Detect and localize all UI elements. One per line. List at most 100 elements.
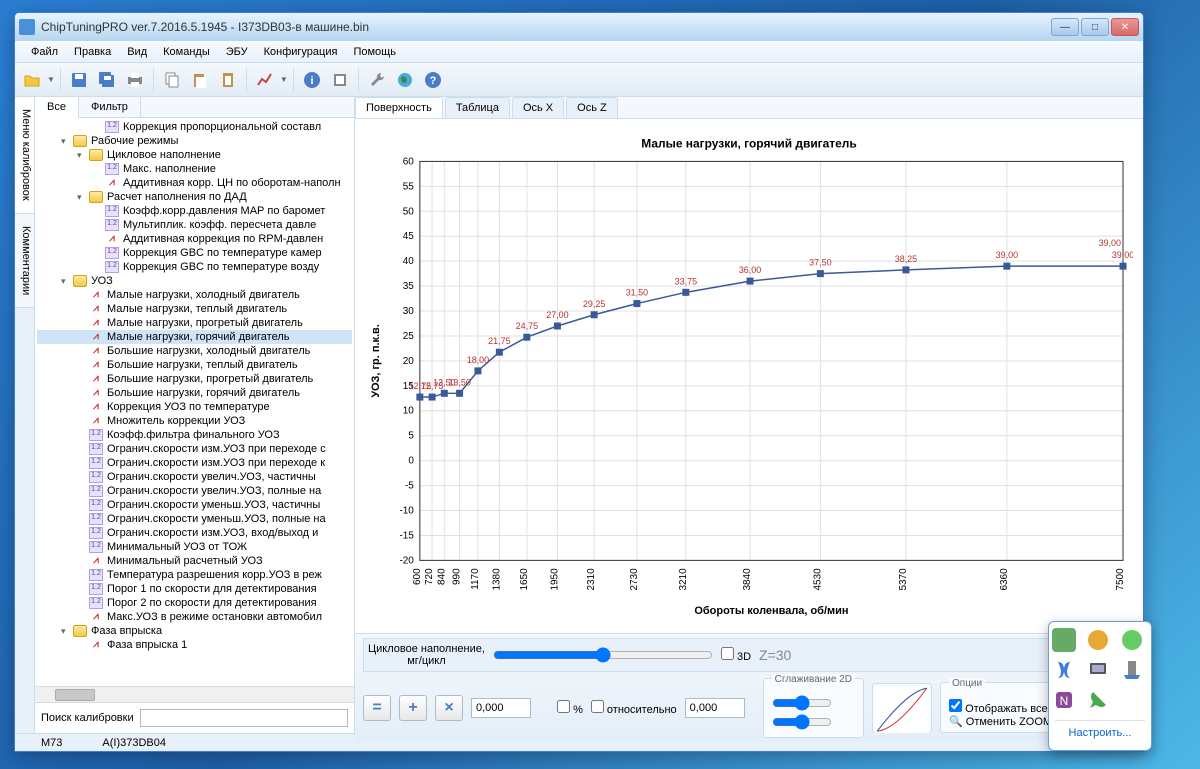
tree-item[interactable]: 1.2Огранич.скорости уменьш.УОЗ, частичны xyxy=(37,498,352,512)
tree-item[interactable]: ⩘Большие нагрузки, холодный двигатель xyxy=(37,344,352,358)
maximize-button[interactable]: □ xyxy=(1081,18,1109,36)
main-tab[interactable]: Ось Z xyxy=(566,97,618,118)
menu-Вид[interactable]: Вид xyxy=(119,43,155,61)
tree-item[interactable]: ▾Расчет наполнения по ДАД xyxy=(37,190,352,204)
open-button[interactable] xyxy=(19,67,45,93)
tree-item[interactable]: 1.2Коррекция пропорциональной составл xyxy=(37,120,352,134)
tree-item[interactable]: ▾Фаза впрыска xyxy=(37,624,352,638)
info-button[interactable]: i xyxy=(299,67,325,93)
tool-button[interactable] xyxy=(327,67,353,93)
svg-text:39,00: 39,00 xyxy=(1099,238,1121,248)
tree-item[interactable]: ⩘Малые нагрузки, прогретый двигатель xyxy=(37,316,352,330)
tray-configure-link[interactable]: Настроить... xyxy=(1055,720,1145,739)
menu-Конфигурация[interactable]: Конфигурация xyxy=(256,43,346,61)
tree-item[interactable]: 1.2Коррекция GBC по температуре камер xyxy=(37,246,352,260)
help-button[interactable]: ? xyxy=(420,67,446,93)
hscroll-thumb[interactable] xyxy=(55,689,95,701)
tree-item[interactable]: 1.2Огранич.скорости увелич.УОЗ, полные н… xyxy=(37,484,352,498)
tree-item[interactable]: 1.2Огранич.скорости уменьш.УОЗ, полные н… xyxy=(37,512,352,526)
smooth-slider-2[interactable] xyxy=(772,714,832,730)
tree-item[interactable]: ⩘Малые нагрузки, горячий двигатель xyxy=(37,330,352,344)
tree-item[interactable]: ⩘Аддитивная коррекция по RPM-давлен xyxy=(37,232,352,246)
tree-item[interactable]: 1.2Коррекция GBC по температуре возду xyxy=(37,260,352,274)
left-tab-all[interactable]: Все xyxy=(35,97,79,118)
tree-item[interactable]: ⩘Большие нагрузки, теплый двигатель xyxy=(37,358,352,372)
side-tabs: Меню калибровок Комментарии xyxy=(15,97,35,733)
mult-button[interactable]: × xyxy=(435,695,463,721)
save-button[interactable] xyxy=(66,67,92,93)
tree-item[interactable]: 1.2Макс. наполнение xyxy=(37,162,352,176)
tree-item[interactable]: 1.2Минимальный УОЗ от ТОЖ xyxy=(37,540,352,554)
fill-slider[interactable] xyxy=(493,646,713,664)
menu-Команды[interactable]: Команды xyxy=(155,43,218,61)
tray-icon[interactable] xyxy=(1086,688,1110,712)
side-tab-calibrations[interactable]: Меню калибровок xyxy=(15,97,34,214)
search-input[interactable] xyxy=(140,709,348,727)
smooth-slider-1[interactable] xyxy=(772,695,832,711)
main-tab[interactable]: Поверхность xyxy=(355,97,443,118)
chart-area[interactable]: Малые нагрузки, горячий двигатель-20-15-… xyxy=(355,119,1143,633)
svg-text:Обороты коленвала, об/мин: Обороты коленвала, об/мин xyxy=(694,605,848,617)
tree-item[interactable]: 1.2Огранич.скорости изм.УОЗ, вход/выход … xyxy=(37,526,352,540)
rel-input[interactable] xyxy=(685,698,745,718)
tree-item[interactable]: ⩘Коррекция УОЗ по температуре xyxy=(37,400,352,414)
clipboard-button[interactable] xyxy=(215,67,241,93)
main-tab[interactable]: Таблица xyxy=(445,97,510,118)
save-all-button[interactable] xyxy=(94,67,120,93)
tray-icon[interactable]: N xyxy=(1052,688,1076,712)
menu-ЭБУ[interactable]: ЭБУ xyxy=(218,43,256,61)
tray-icon[interactable] xyxy=(1052,658,1076,682)
tree-item[interactable]: ▾Рабочие режимы xyxy=(37,134,352,148)
menu-Правка[interactable]: Правка xyxy=(66,43,119,61)
main-tab[interactable]: Ось X xyxy=(512,97,564,118)
globe-button[interactable] xyxy=(392,67,418,93)
chart-button[interactable] xyxy=(252,67,278,93)
curve-preview[interactable] xyxy=(872,683,932,733)
tree-item[interactable]: ⩘Малые нагрузки, холодный двигатель xyxy=(37,288,352,302)
tree-item[interactable]: ⩘Большие нагрузки, горячий двигатель xyxy=(37,386,352,400)
titlebar[interactable]: ChipTuningPRO ver.7.2016.5.1945 - I373DB… xyxy=(15,13,1143,41)
tree-item[interactable]: ⩘Большие нагрузки, прогретый двигатель xyxy=(37,372,352,386)
tree-item[interactable]: 1.2Огранич.скорости изм.УОЗ при переходе… xyxy=(37,442,352,456)
tree-item[interactable]: 1.2Порог 1 по скорости для детектировани… xyxy=(37,582,352,596)
menu-Помощь[interactable]: Помощь xyxy=(345,43,404,61)
minimize-button[interactable]: — xyxy=(1051,18,1079,36)
value-input[interactable] xyxy=(471,698,531,718)
3d-checkbox[interactable] xyxy=(721,647,734,660)
tray-icon[interactable] xyxy=(1120,628,1144,652)
pct-checkbox[interactable] xyxy=(557,700,570,713)
tree-item[interactable]: ⩘Аддитивная корр. ЦН по оборотам-наполн xyxy=(37,176,352,190)
svg-text:1650: 1650 xyxy=(519,568,530,591)
equal-button[interactable]: = xyxy=(363,695,391,721)
tree-item[interactable]: ⩘Малые нагрузки, теплый двигатель xyxy=(37,302,352,316)
tree-item[interactable]: 1.2Коэфф.фильтра финального УОЗ xyxy=(37,428,352,442)
tray-icon[interactable] xyxy=(1120,658,1144,682)
tree-item[interactable]: ▾Цикловое наполнение xyxy=(37,148,352,162)
tree-item[interactable]: ⩘Множитель коррекции УОЗ xyxy=(37,414,352,428)
tree-item[interactable]: 1.2Температура разрешения корр.УОЗ в реж xyxy=(37,568,352,582)
svg-text:-10: -10 xyxy=(399,506,414,517)
tree-item[interactable]: ⩘Фаза впрыска 1 xyxy=(37,638,352,652)
tray-icon[interactable] xyxy=(1086,628,1110,652)
tree-item[interactable]: ▾УОЗ xyxy=(37,274,352,288)
tree-item[interactable]: ⩘Минимальный расчетный УОЗ xyxy=(37,554,352,568)
tree-item[interactable]: 1.2Порог 2 по скорости для детектировани… xyxy=(37,596,352,610)
rel-checkbox[interactable] xyxy=(591,700,604,713)
tree-item[interactable]: 1.2Огранич.скорости увелич.УОЗ, частичны xyxy=(37,470,352,484)
close-button[interactable]: ✕ xyxy=(1111,18,1139,36)
menu-Файл[interactable]: Файл xyxy=(23,43,66,61)
tree-item[interactable]: 1.2Коэфф.корр.давления МАР по баромет xyxy=(37,204,352,218)
paste-button[interactable] xyxy=(187,67,213,93)
tray-icon[interactable] xyxy=(1052,628,1076,652)
print-button[interactable] xyxy=(122,67,148,93)
tray-icon[interactable] xyxy=(1086,658,1110,682)
tree-item[interactable]: ⩘Макс.УОЗ в режиме остановки автомобил xyxy=(37,610,352,624)
calibration-tree[interactable]: 1.2Коррекция пропорциональной составл▾Ра… xyxy=(35,118,354,686)
side-tab-comments[interactable]: Комментарии xyxy=(15,214,34,308)
copy-button[interactable] xyxy=(159,67,185,93)
left-tab-filter[interactable]: Фильтр xyxy=(79,97,141,117)
tree-item[interactable]: 1.2Мультиплик. коэфф. пересчета давле xyxy=(37,218,352,232)
wrench-button[interactable] xyxy=(364,67,390,93)
tree-item[interactable]: 1.2Огранич.скорости изм.УОЗ при переходе… xyxy=(37,456,352,470)
plus-button[interactable]: + xyxy=(399,695,427,721)
